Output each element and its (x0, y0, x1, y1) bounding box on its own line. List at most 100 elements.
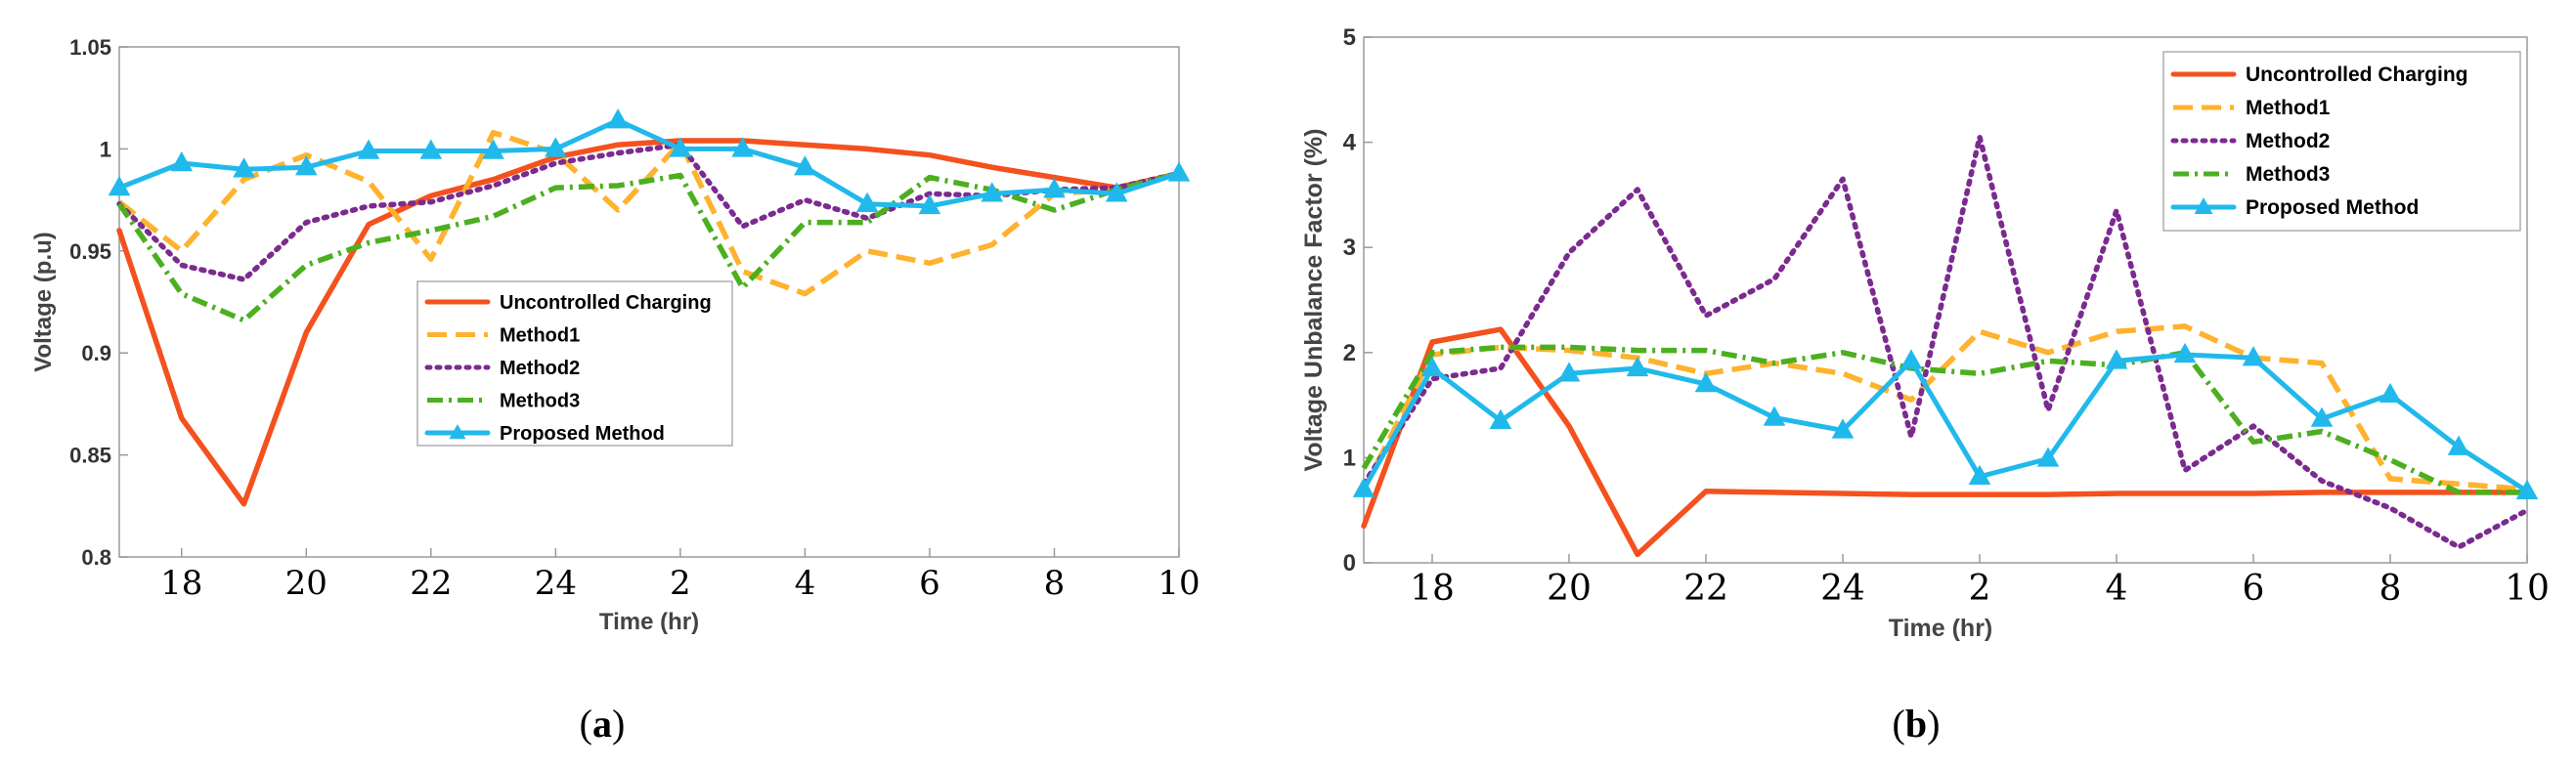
panel-b-ytick-label: 0 (1343, 550, 1356, 577)
panel-b-proposed-marker (1489, 408, 1512, 429)
panel-b-xtick-label: 4 (2106, 569, 2128, 609)
panel-b-xtick-label: 8 (2380, 569, 2402, 609)
panel-b-yticks: 0 1 2 3 4 5 (1343, 24, 1373, 577)
panel-a-xtick-label: 22 (410, 564, 452, 603)
panel-a-proposed-marker (669, 137, 692, 157)
panel-b-proposed-marker (1968, 464, 1991, 485)
panel-b-proposed-marker (2036, 447, 2060, 467)
panel-b-series (1352, 134, 2539, 558)
panel-b-proposed-marker (1831, 418, 1855, 439)
panel-a-series-method3 (116, 170, 1180, 323)
panel-b-series-method3 (1361, 344, 2527, 495)
panel-b-proposed-marker (2242, 346, 2265, 366)
panel-a-y-axis-label: Voltage (p.u) (30, 232, 57, 372)
panel-a-legend-label: Proposed Method (500, 423, 665, 445)
panel-b-legend-label: Method2 (2246, 130, 2330, 152)
panel-b-proposed-marker (1626, 356, 1649, 377)
panel-a-xticks: 18 20 22 24 2 4 6 8 10 (160, 548, 1201, 603)
panel-a-proposed-marker (794, 155, 816, 176)
panel-a-proposed-marker (233, 157, 255, 178)
panel-a-proposed-marker (357, 139, 380, 159)
panel-b-ytick-label: 5 (1343, 24, 1356, 51)
panel-b-proposed-marker (2379, 382, 2402, 404)
panel-b-series-method2 (1361, 134, 2530, 550)
panel-a-xtick-label: 6 (919, 564, 940, 603)
panel-a-legend-label: Method2 (500, 358, 580, 379)
panel-a-ytick-label: 1.05 (69, 35, 111, 60)
panel-b-proposed-marker (1899, 349, 1923, 369)
panel-a-proposed-marker (1105, 182, 1128, 202)
panel-a-legend-box (416, 280, 733, 447)
panel-b-xtick-label: 10 (2505, 569, 2550, 609)
panel-a-series-proposed (116, 117, 1182, 209)
panel-b-xtick-label: 6 (2243, 569, 2265, 609)
panel-a-xtick-label: 8 (1044, 564, 1066, 603)
panel-a-ytick-label: 0.85 (69, 444, 111, 468)
panel-b-proposed-marker (1694, 372, 1718, 393)
panel-b-legend-label: Proposed Method (2246, 196, 2419, 219)
panel-a-proposed-marker (419, 139, 443, 159)
panel-a-ytick-label: 1 (100, 137, 111, 161)
panel-b-ytick-label: 1 (1343, 445, 1356, 471)
panel-b-xtick-label: 24 (1820, 569, 1865, 609)
panel-a-proposed-marker (108, 176, 131, 196)
panel-a-legend-label: Uncontrolled Charging (500, 292, 712, 314)
panel-a-xtick-label: 4 (795, 564, 816, 603)
panel-b-series-method1 (1361, 323, 2528, 492)
panel-a-proposed-marker (482, 139, 504, 159)
panel-b-caption: (b) (1893, 702, 1941, 746)
panel-b-legend-label: Method1 (2246, 97, 2331, 119)
panel-b-xtick-label: 22 (1683, 569, 1728, 609)
panel-a-ytick-label: 0.8 (81, 545, 111, 570)
panel-a-proposed-marker (294, 155, 318, 176)
panel-a-series-method1 (117, 129, 1180, 297)
panel-a-legend-marker (449, 424, 466, 440)
panel-a-proposed-marker (731, 137, 754, 157)
panel-a-proposed-marker (606, 108, 630, 129)
panel-b-proposed-marker (2173, 342, 2197, 363)
panel-b-ytick-label: 4 (1343, 130, 1357, 156)
panel-b-proposed-marker (2515, 479, 2539, 500)
panel-b-ytick-label: 3 (1343, 235, 1356, 261)
panel-a-xtick-label: 10 (1157, 564, 1200, 603)
panel-a-xtick-label: 2 (670, 564, 691, 603)
panel-b-x-axis-label: Time (hr) (1889, 615, 1993, 642)
panel-b-xtick-label: 18 (1410, 569, 1455, 609)
panel-b-ytick-label: 2 (1343, 340, 1356, 366)
panel-a-legend-label: Method1 (500, 325, 580, 347)
panel-a-proposed-marker (981, 182, 1004, 202)
panel-a-x-axis-label: Time (hr) (599, 609, 699, 635)
panel-b-series-proposed (1361, 352, 2530, 494)
panel-b-proposed-marker (2447, 435, 2470, 455)
panel-a-xtick-label: 24 (535, 564, 577, 603)
panel-a-legend: Uncontrolled Charging Method1 Method2 Metho… (416, 280, 733, 447)
panel-a-proposed-marker (1043, 178, 1066, 198)
panel-a-proposed-marker (545, 137, 567, 157)
panel-b-series-uncontrolled (1361, 326, 2530, 558)
panel-a-xtick-label: 20 (285, 564, 327, 603)
panel-a-xtick-label: 18 (160, 564, 202, 603)
panel-b-proposed-marker (1557, 362, 1581, 382)
panel-b-legend-marker (2194, 197, 2213, 214)
panel-b-proposed-marker (2105, 349, 2128, 369)
panel-b-xtick-label: 2 (1969, 569, 1991, 609)
panel-b-proposed-marker (1763, 406, 1786, 426)
panel-a-proposed-marker (170, 150, 194, 172)
panel-b-proposed-marker (2310, 406, 2334, 427)
panel-a-ytick-label: 0.95 (69, 239, 111, 264)
panel-b-legend: Uncontrolled Charging Method1 Method2 Metho… (2162, 51, 2521, 232)
panel-a-ytick-label: 0.9 (81, 341, 111, 365)
panel-b-proposed-marker (1352, 477, 1375, 497)
panel-a-legend-label: Method3 (500, 391, 580, 412)
panel-a-proposed-marker (918, 193, 941, 215)
panel-b-xticks: 18 20 22 24 2 4 6 8 10 (1410, 554, 2550, 609)
panel-b-xtick-label: 20 (1547, 569, 1592, 609)
panel-b-legend-label: Method3 (2246, 163, 2330, 186)
panel-a-yticks: 0.8 0.85 0.9 0.95 1 1.05 (69, 35, 128, 570)
panel-b-legend-label: Uncontrolled Charging (2246, 64, 2468, 86)
panel-a-caption: (a) (580, 702, 626, 746)
panel-b-proposed-marker (1420, 356, 1444, 377)
